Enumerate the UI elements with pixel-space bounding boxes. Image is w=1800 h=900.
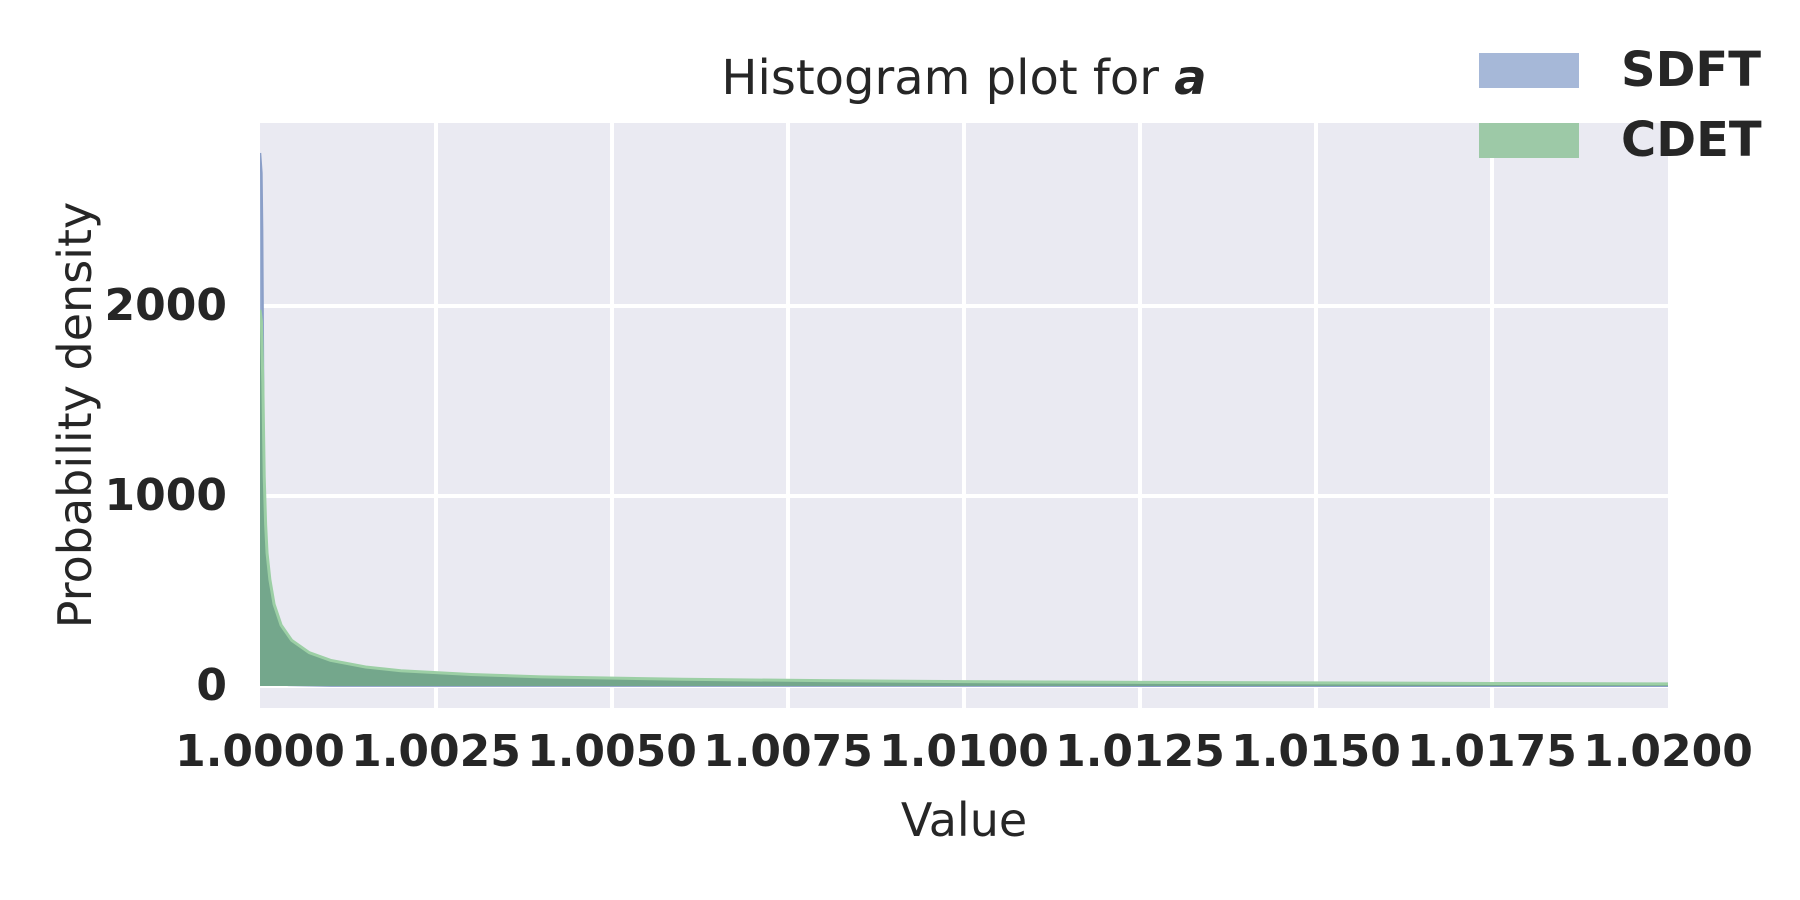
x-tick-label: 1.0050 — [527, 726, 697, 777]
gridline-vertical — [610, 123, 614, 708]
gridline-vertical — [786, 123, 790, 708]
x-tick-label: 1.0175 — [1407, 726, 1577, 777]
density-fill-cdet — [260, 309, 1668, 686]
gridline-horizontal — [260, 303, 1668, 308]
gridline-vertical — [962, 123, 966, 708]
cdet-label: CDET — [1621, 112, 1762, 168]
density-fill-sdft — [260, 153, 1668, 686]
cdet-swatch — [1479, 122, 1579, 158]
x-tick-label: 1.0200 — [1583, 726, 1753, 777]
gridline-vertical — [1138, 123, 1142, 708]
y-axis-label: Probability density — [48, 201, 102, 629]
gridline-vertical — [434, 123, 438, 708]
sdft-label: SDFT — [1621, 42, 1761, 98]
density-curves — [260, 152, 1668, 688]
legend-entry-sdft: SDFT — [1479, 44, 1761, 96]
chart-title-text: Histogram plot for — [721, 50, 1175, 106]
chart-title-variable: a — [1174, 50, 1207, 106]
x-tick-label: 1.0025 — [351, 726, 521, 777]
plot-area — [260, 123, 1668, 708]
x-tick-label: 1.0125 — [1055, 726, 1225, 777]
sdft-swatch — [1479, 52, 1579, 88]
gridline-vertical — [1314, 123, 1318, 708]
gridline-vertical — [1490, 123, 1494, 708]
legend-entry-cdet: CDET — [1479, 114, 1762, 166]
y-tick-label: 0 — [196, 659, 227, 711]
x-tick-label: 1.0075 — [703, 726, 873, 777]
chart-title: Histogram plot for a — [260, 50, 1668, 106]
y-tick-label: 2000 — [104, 279, 227, 331]
x-tick-label: 1.0100 — [879, 726, 1049, 777]
y-tick-label: 1000 — [104, 469, 227, 521]
x-axis-label: Value — [900, 793, 1028, 847]
gridline-horizontal — [260, 493, 1668, 498]
x-tick-label: 1.0150 — [1231, 726, 1401, 777]
x-tick-label: 1.0000 — [175, 726, 345, 777]
density-line-cdet — [260, 309, 1668, 686]
density-line-sdft — [260, 152, 1668, 688]
